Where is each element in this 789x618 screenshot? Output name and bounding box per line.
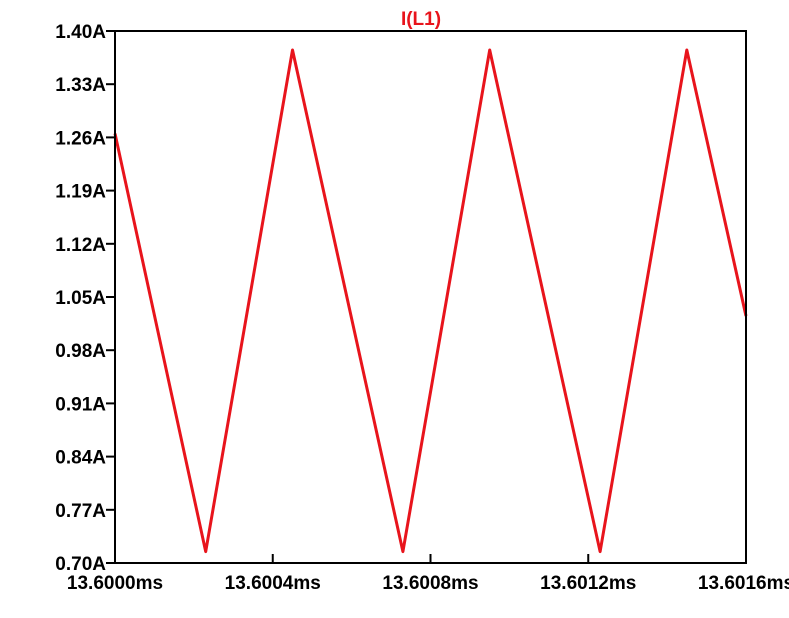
x-tick-label: 13.6012ms: [540, 573, 636, 594]
y-tick-label: 1.40A: [55, 22, 106, 43]
y-tick-label: 1.19A: [55, 182, 106, 203]
x-axis: 13.6000ms 13.6004ms 13.6008ms 13.6012ms 13.6…: [67, 554, 789, 594]
x-tick-label: 13.6008ms: [382, 573, 478, 594]
y-tick-label: 0.84A: [55, 448, 106, 469]
chart-title: I(L1): [401, 9, 441, 30]
y-tick-label: 1.33A: [55, 75, 106, 96]
y-tick-label: 1.05A: [55, 288, 106, 309]
plot-frame: [114, 30, 747, 564]
y-axis: 1.40A 1.33A 1.26A 1.19A 1.12A 1.05A 0.98A 0.91A…: [55, 22, 115, 575]
series-layer: [113, 48, 748, 554]
y-tick-label: 0.98A: [55, 341, 106, 362]
y-tick-label: 0.91A: [55, 394, 106, 415]
y-tick-label: 0.77A: [55, 501, 106, 522]
x-tick-label: 13.6000ms: [67, 573, 163, 594]
x-tick-label: 13.6004ms: [225, 573, 321, 594]
y-tick-label: 0.70A: [55, 554, 106, 575]
series-line-I(L1): [113, 48, 748, 554]
x-tick-label: 13.6016ms: [698, 573, 789, 594]
y-tick-label: 1.12A: [55, 235, 106, 256]
y-tick-label: 1.26A: [55, 128, 106, 149]
